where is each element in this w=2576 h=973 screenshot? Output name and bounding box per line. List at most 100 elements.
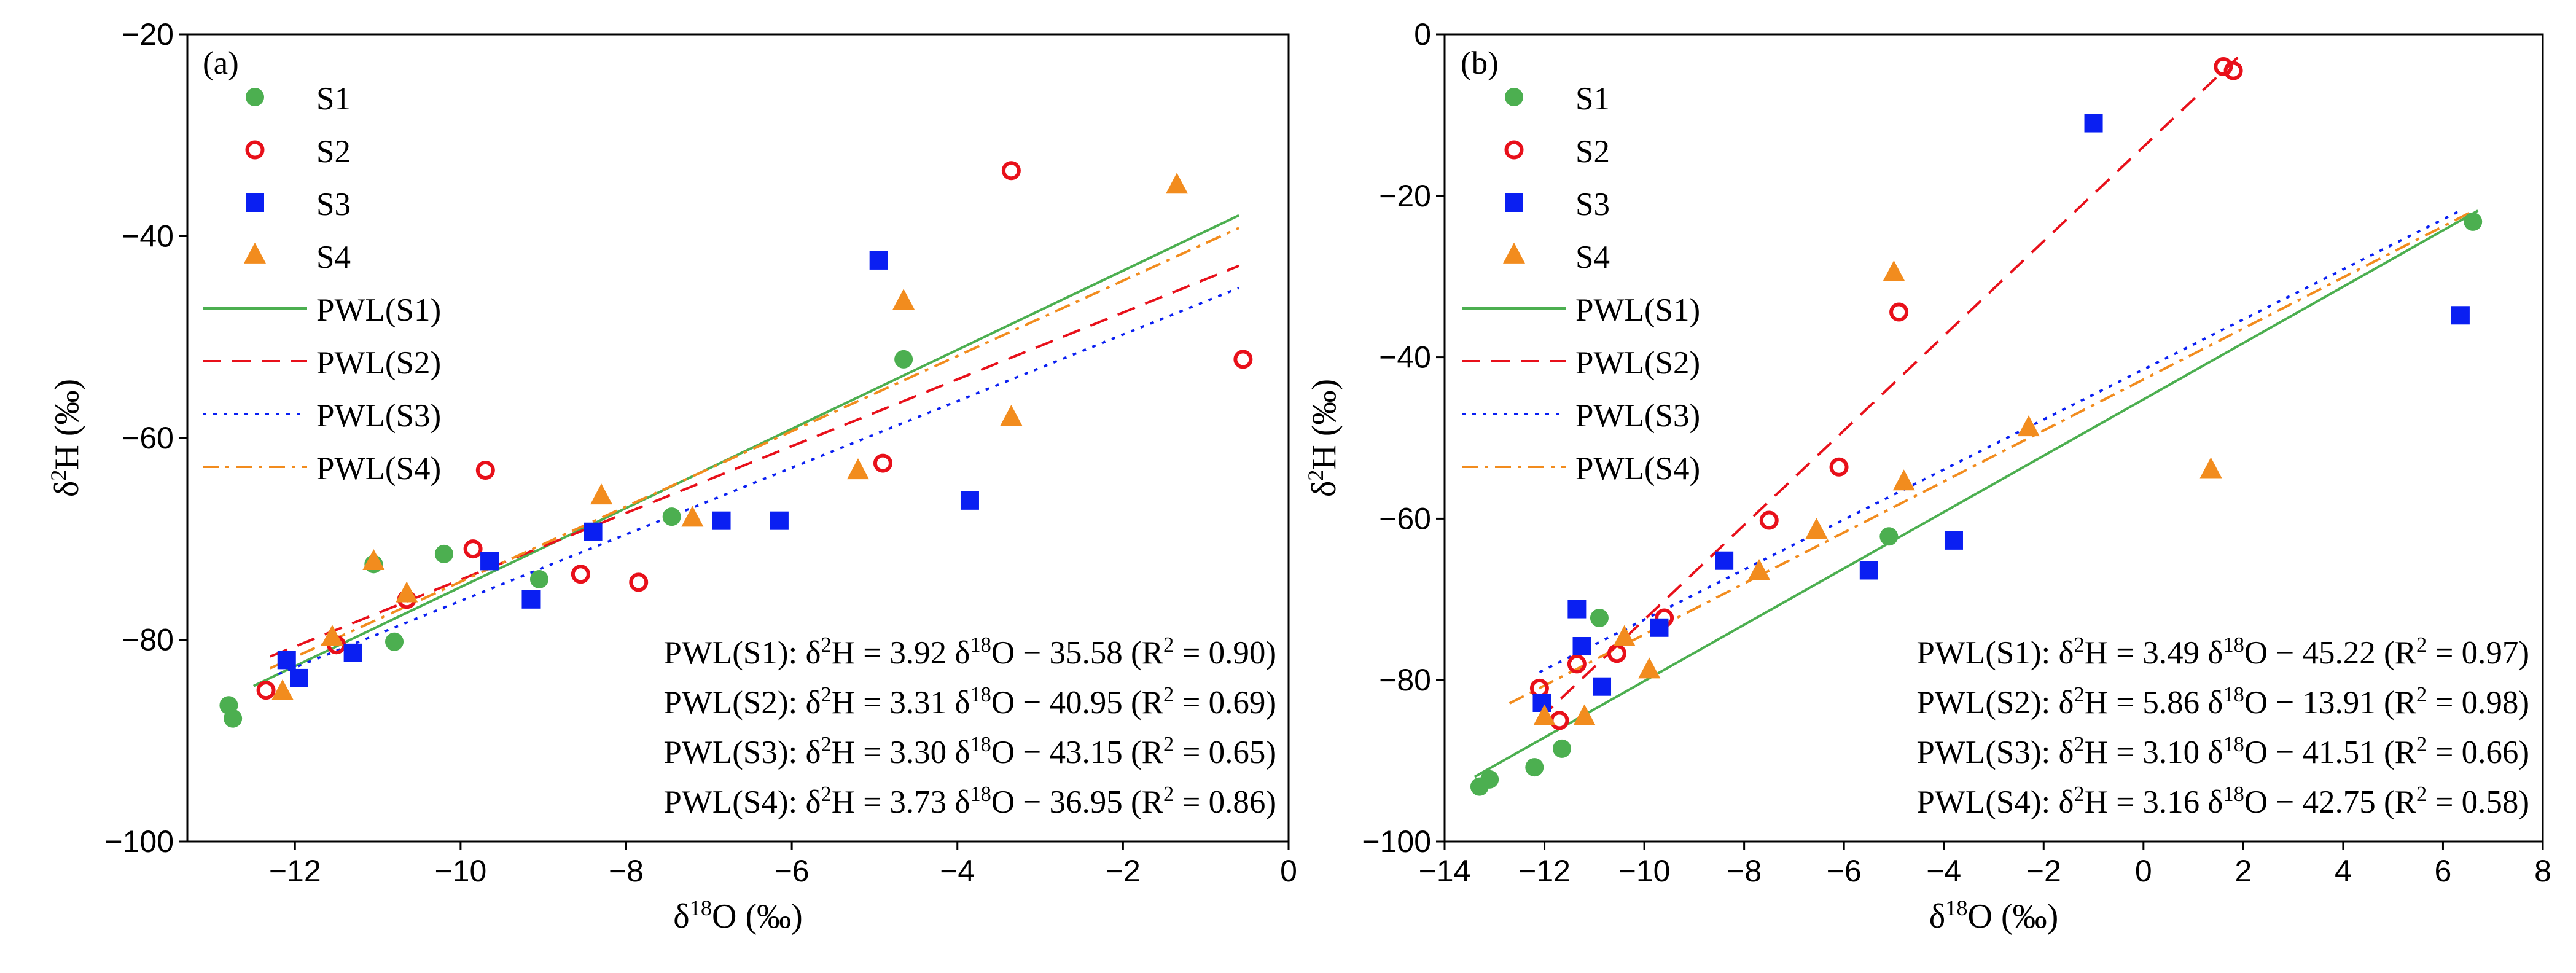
point-s2 xyxy=(1829,457,1849,477)
legend-marker-s3 xyxy=(246,193,264,212)
point-s4 xyxy=(362,549,385,570)
point-s4 xyxy=(1805,518,1828,539)
x-axis-title: δ18O (‰) xyxy=(673,896,803,936)
y-tick-label: −100 xyxy=(104,824,174,859)
x-tick-label: −10 xyxy=(1618,854,1671,888)
x-tick-label: 4 xyxy=(2335,854,2352,888)
point-s4 xyxy=(590,483,613,505)
point-s1 xyxy=(894,350,913,369)
point-s3 xyxy=(584,522,603,541)
x-tick-label: −10 xyxy=(434,854,486,888)
chart-panel-b: −14 −12 −10 −8 −6 −4 −2 0 2 4 6 8−100−80−60−40−200δ… xyxy=(1303,17,2551,936)
legend-marker-s1 xyxy=(246,88,264,106)
point-s2 xyxy=(1001,161,1021,181)
point-s1 xyxy=(662,507,681,526)
legend-label: S2 xyxy=(1575,134,1610,170)
point-s4 xyxy=(1638,657,1661,679)
x-tick-label: 8 xyxy=(2534,854,2551,888)
point-s3 xyxy=(2084,114,2103,133)
point-s3 xyxy=(1567,600,1587,619)
legend-marker-s1 xyxy=(1505,88,1523,106)
y-tick-label: −100 xyxy=(1362,824,1431,859)
y-tick-label: −40 xyxy=(1379,340,1431,375)
x-tick-label: −14 xyxy=(1419,854,1471,888)
x-tick-label: −4 xyxy=(940,854,975,888)
point-s4 xyxy=(396,581,418,603)
point-s4 xyxy=(1166,173,1188,194)
point-s2 xyxy=(1233,350,1253,369)
legend-label: PWL(S4) xyxy=(316,451,441,486)
fit-line-s4 xyxy=(269,227,1239,670)
legend-label: S4 xyxy=(316,240,351,275)
point-s4 xyxy=(321,625,343,646)
legend-marker-s2 xyxy=(245,140,265,160)
x-tick-label: −2 xyxy=(2026,854,2061,888)
point-s1 xyxy=(224,709,243,728)
y-tick-label: −40 xyxy=(122,219,174,254)
point-s2 xyxy=(629,572,649,592)
point-s1 xyxy=(385,632,404,651)
y-axis-title: δ2H (‰) xyxy=(1303,379,1343,497)
point-s3 xyxy=(2451,306,2470,325)
regression-equation: PWL(S2): δ2H = 3.31 δ18O − 40.95 (R2 = 0… xyxy=(663,683,1276,721)
legend-label: S3 xyxy=(1575,187,1610,222)
point-s3 xyxy=(960,491,979,510)
point-s2 xyxy=(463,539,483,559)
point-s4 xyxy=(681,506,704,527)
point-s3 xyxy=(480,552,499,571)
point-s3 xyxy=(1650,618,1669,637)
point-s3 xyxy=(343,643,362,662)
x-tick-label: −6 xyxy=(775,854,810,888)
legend-label: PWL(S1) xyxy=(316,292,441,328)
fit-line-s1 xyxy=(1473,209,2479,778)
x-tick-label: −2 xyxy=(1106,854,1141,888)
legend-marker-s2 xyxy=(1504,140,1524,160)
point-s4 xyxy=(2199,457,2222,479)
legend-label: S3 xyxy=(316,187,351,222)
x-tick-label: −8 xyxy=(609,854,644,888)
point-s4 xyxy=(271,679,294,700)
point-s1 xyxy=(1525,758,1544,777)
point-s2 xyxy=(1759,510,1779,530)
point-s2 xyxy=(256,681,276,700)
legend-label: PWL(S2) xyxy=(316,345,441,381)
y-axis-title: δ2H (‰) xyxy=(46,379,86,497)
x-tick-label: 0 xyxy=(2135,854,2152,888)
legend-label: PWL(S4) xyxy=(1575,451,1700,486)
legend-label: PWL(S3) xyxy=(1575,398,1700,434)
y-tick-label: −60 xyxy=(122,421,174,455)
x-tick-label: 6 xyxy=(2435,854,2452,888)
point-s4 xyxy=(1892,469,1915,491)
y-tick-label: −80 xyxy=(1379,663,1431,697)
x-axis-title: δ18O (‰) xyxy=(1929,896,2059,936)
legend-marker-s4 xyxy=(1503,242,1525,264)
point-s4 xyxy=(1613,625,1636,646)
point-s4 xyxy=(846,458,869,480)
panel-label: (b) xyxy=(1461,45,1499,81)
point-s1 xyxy=(1480,770,1499,789)
x-tick-label: −8 xyxy=(1727,854,1762,888)
point-s3 xyxy=(1944,531,1963,550)
point-s1 xyxy=(434,544,453,563)
legend-marker-s4 xyxy=(244,242,266,264)
fit-line-s2 xyxy=(270,264,1239,658)
regression-equation: PWL(S2): δ2H = 5.86 δ18O − 13.91 (R2 = 0… xyxy=(1916,683,2529,721)
point-s1 xyxy=(1552,739,1571,758)
legend-marker-s3 xyxy=(1505,193,1523,212)
y-tick-label: −80 xyxy=(122,623,174,657)
point-s2 xyxy=(1567,654,1587,674)
regression-equation: PWL(S3): δ2H = 3.30 δ18O − 43.15 (R2 = 0… xyxy=(663,733,1276,770)
point-s3 xyxy=(1715,551,1734,570)
legend-label: S4 xyxy=(1575,240,1610,275)
point-s3 xyxy=(277,651,296,670)
regression-equation: PWL(S1): δ2H = 3.49 δ18O − 45.22 (R2 = 0… xyxy=(1916,633,2529,671)
legend-label: S2 xyxy=(316,134,351,170)
point-s4 xyxy=(2017,415,2040,437)
fit-line-s2 xyxy=(1539,56,2239,720)
point-s3 xyxy=(869,251,888,270)
regression-equation: PWL(S4): δ2H = 3.73 δ18O − 36.95 (R2 = 0… xyxy=(663,783,1276,820)
plot-frame xyxy=(1443,33,2544,843)
legend-label: S1 xyxy=(316,81,351,117)
x-tick-label: −12 xyxy=(269,854,321,888)
